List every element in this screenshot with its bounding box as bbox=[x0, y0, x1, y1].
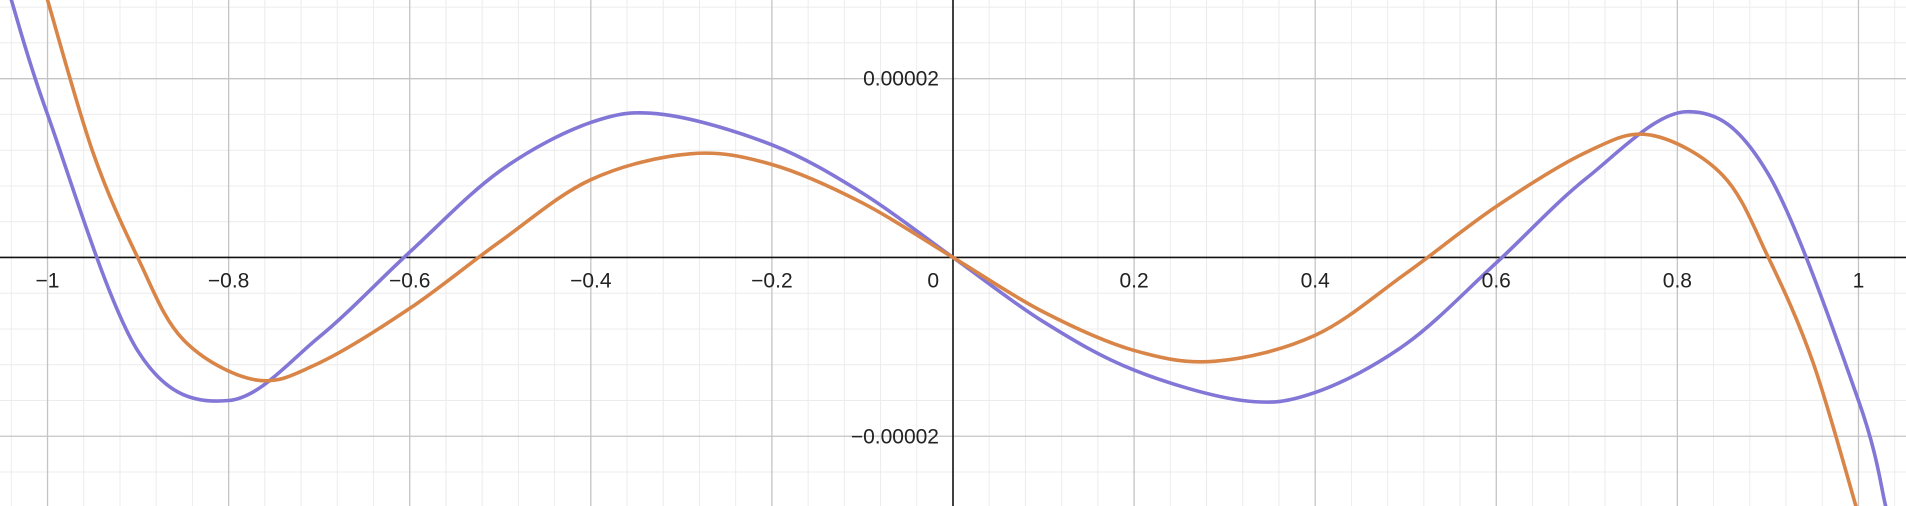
series-line-2 bbox=[45, 0, 1858, 506]
x-tick-label: −1 bbox=[36, 269, 60, 292]
x-tick-label: 0.2 bbox=[1119, 269, 1148, 292]
x-tick-labels: −1 −0.8 −0.6 −0.4 −0.2 0 0.2 0.4 0.6 0.8 1 bbox=[36, 269, 1865, 292]
x-tick-label: 1 bbox=[1853, 269, 1865, 292]
x-tick-label: −0.4 bbox=[570, 269, 612, 292]
x-tick-label: 0 bbox=[927, 269, 939, 292]
curves bbox=[9, 0, 1888, 506]
x-tick-label: −0.2 bbox=[751, 269, 792, 292]
x-tick-label: −0.6 bbox=[389, 269, 430, 292]
y-tick-labels: 0.00002 −0.00002 bbox=[851, 68, 939, 449]
x-tick-label: 0.4 bbox=[1301, 269, 1331, 292]
x-tick-label: 0.8 bbox=[1663, 269, 1692, 292]
y-tick-label: −0.00002 bbox=[851, 425, 939, 448]
x-tick-label: −0.8 bbox=[208, 269, 249, 292]
y-tick-label: 0.00002 bbox=[863, 68, 939, 91]
x-tick-label: 0.6 bbox=[1482, 269, 1511, 292]
